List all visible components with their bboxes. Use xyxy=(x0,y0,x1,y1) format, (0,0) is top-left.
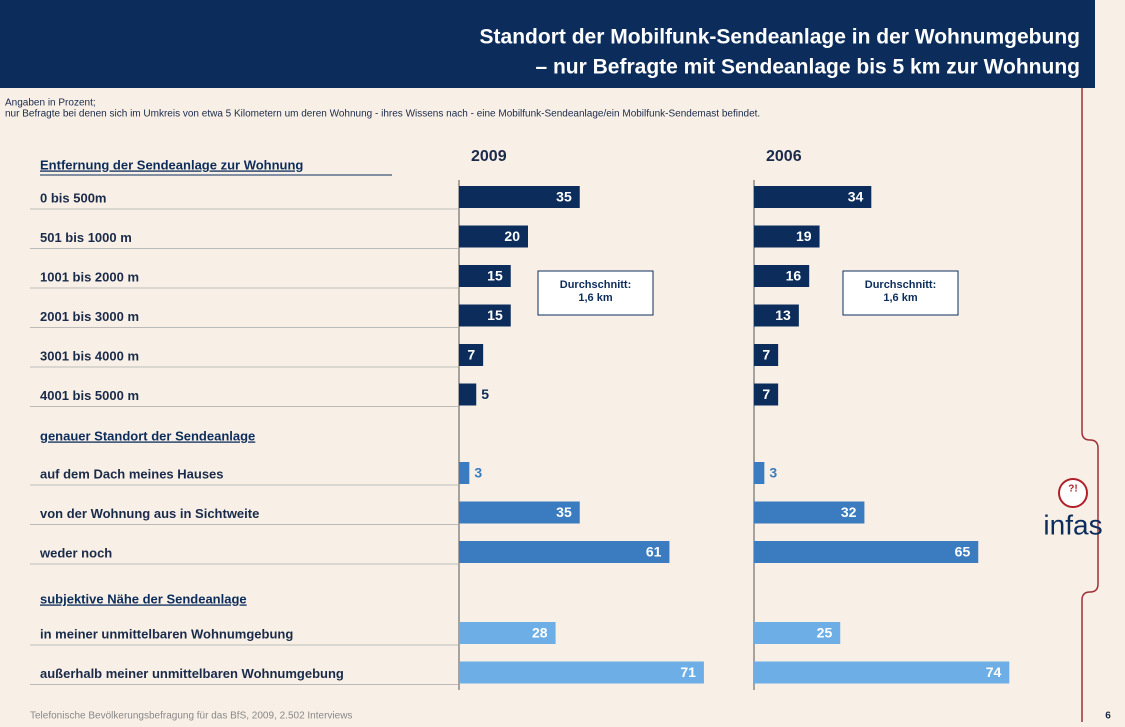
category-label: 3001 bis 4000 m xyxy=(40,348,139,363)
value-label: 13 xyxy=(775,307,791,323)
bar xyxy=(459,304,511,327)
category-label: 4001 bis 5000 m xyxy=(40,388,139,403)
value-label: 35 xyxy=(556,504,572,520)
bar xyxy=(459,622,556,644)
value-label: 74 xyxy=(986,664,1002,680)
series-label: 2006 xyxy=(766,148,802,165)
value-label: 35 xyxy=(556,189,572,205)
bar xyxy=(754,501,865,524)
bar xyxy=(754,225,820,248)
bar xyxy=(754,541,979,563)
value-label: 20 xyxy=(504,228,520,244)
annotation-box xyxy=(537,270,654,316)
bar xyxy=(754,383,779,406)
bar xyxy=(459,383,477,406)
bar xyxy=(459,462,470,484)
bar xyxy=(459,225,528,248)
page-number: 6 xyxy=(1105,711,1111,722)
bar xyxy=(459,501,580,524)
decor-line xyxy=(1081,88,1099,722)
logo: infas xyxy=(1043,509,1102,540)
annotation-text: Durchschnitt: xyxy=(865,279,937,291)
category-label: auf dem Dach meines Hauses xyxy=(40,466,224,481)
value-label: 15 xyxy=(487,268,503,284)
note: nur Befragte bei denen sich im Umkreis v… xyxy=(5,109,760,120)
bar xyxy=(459,186,580,208)
category-label: 1001 bis 2000 m xyxy=(40,269,139,284)
category-label: außerhalb meiner unmittelbaren Wohnumgeb… xyxy=(40,666,344,681)
bar xyxy=(754,265,810,287)
value-label: 15 xyxy=(487,307,503,323)
value-label: 7 xyxy=(467,347,475,363)
bar xyxy=(754,462,765,484)
group-heading: Entfernung der Sendeanlage zur Wohnung xyxy=(40,157,303,172)
annotation-text: 1,6 km xyxy=(883,292,917,304)
value-label: 7 xyxy=(762,347,770,363)
value-label: 25 xyxy=(817,625,833,641)
annotation-box xyxy=(842,270,959,316)
bar xyxy=(459,541,670,563)
series-label: 2009 xyxy=(471,148,507,165)
value-label: 28 xyxy=(532,625,548,641)
bar xyxy=(459,265,511,287)
logo-icon xyxy=(1058,478,1088,508)
header-band xyxy=(0,0,1095,88)
bar xyxy=(754,344,779,366)
value-label: 16 xyxy=(786,268,802,284)
value-label: 32 xyxy=(841,504,857,520)
bar xyxy=(459,344,484,366)
bar xyxy=(754,622,841,644)
bar xyxy=(754,304,799,327)
logo-mark: ?! xyxy=(1068,484,1077,495)
value-label: 61 xyxy=(646,544,662,560)
category-label: von der Wohnung aus in Sichtweite xyxy=(40,506,259,521)
category-label: 2001 bis 3000 m xyxy=(40,309,139,324)
value-label: 3 xyxy=(769,465,777,481)
value-label: 19 xyxy=(796,228,812,244)
value-label: 3 xyxy=(474,465,482,481)
group-heading: genauer Standort der Sendeanlage xyxy=(40,428,255,443)
annotation-text: 1,6 km xyxy=(578,292,612,304)
value-label: 65 xyxy=(955,544,971,560)
title-line: Standort der Mobilfunk-Sendeanlage in de… xyxy=(480,26,1080,49)
value-label: 71 xyxy=(680,664,696,680)
category-label: 501 bis 1000 m xyxy=(40,230,132,245)
note: Angaben in Prozent; xyxy=(5,98,96,109)
value-label: 34 xyxy=(848,189,864,205)
bar xyxy=(754,661,1010,684)
value-label: 5 xyxy=(481,386,489,402)
annotation-text: Durchschnitt: xyxy=(560,279,632,291)
group-heading: subjektive Nähe der Sendeanlage xyxy=(40,591,247,606)
bar xyxy=(459,661,704,684)
bar xyxy=(754,186,872,208)
category-label: 0 bis 500m xyxy=(40,190,107,205)
source: Telefonische Bevölkerungsbefragung für d… xyxy=(30,711,352,722)
category-label: in meiner unmittelbaren Wohnumgebung xyxy=(40,626,293,641)
title-line: – nur Befragte mit Sendeanlage bis 5 km … xyxy=(535,56,1080,79)
category-label: weder noch xyxy=(39,545,112,560)
value-label: 7 xyxy=(762,386,770,402)
